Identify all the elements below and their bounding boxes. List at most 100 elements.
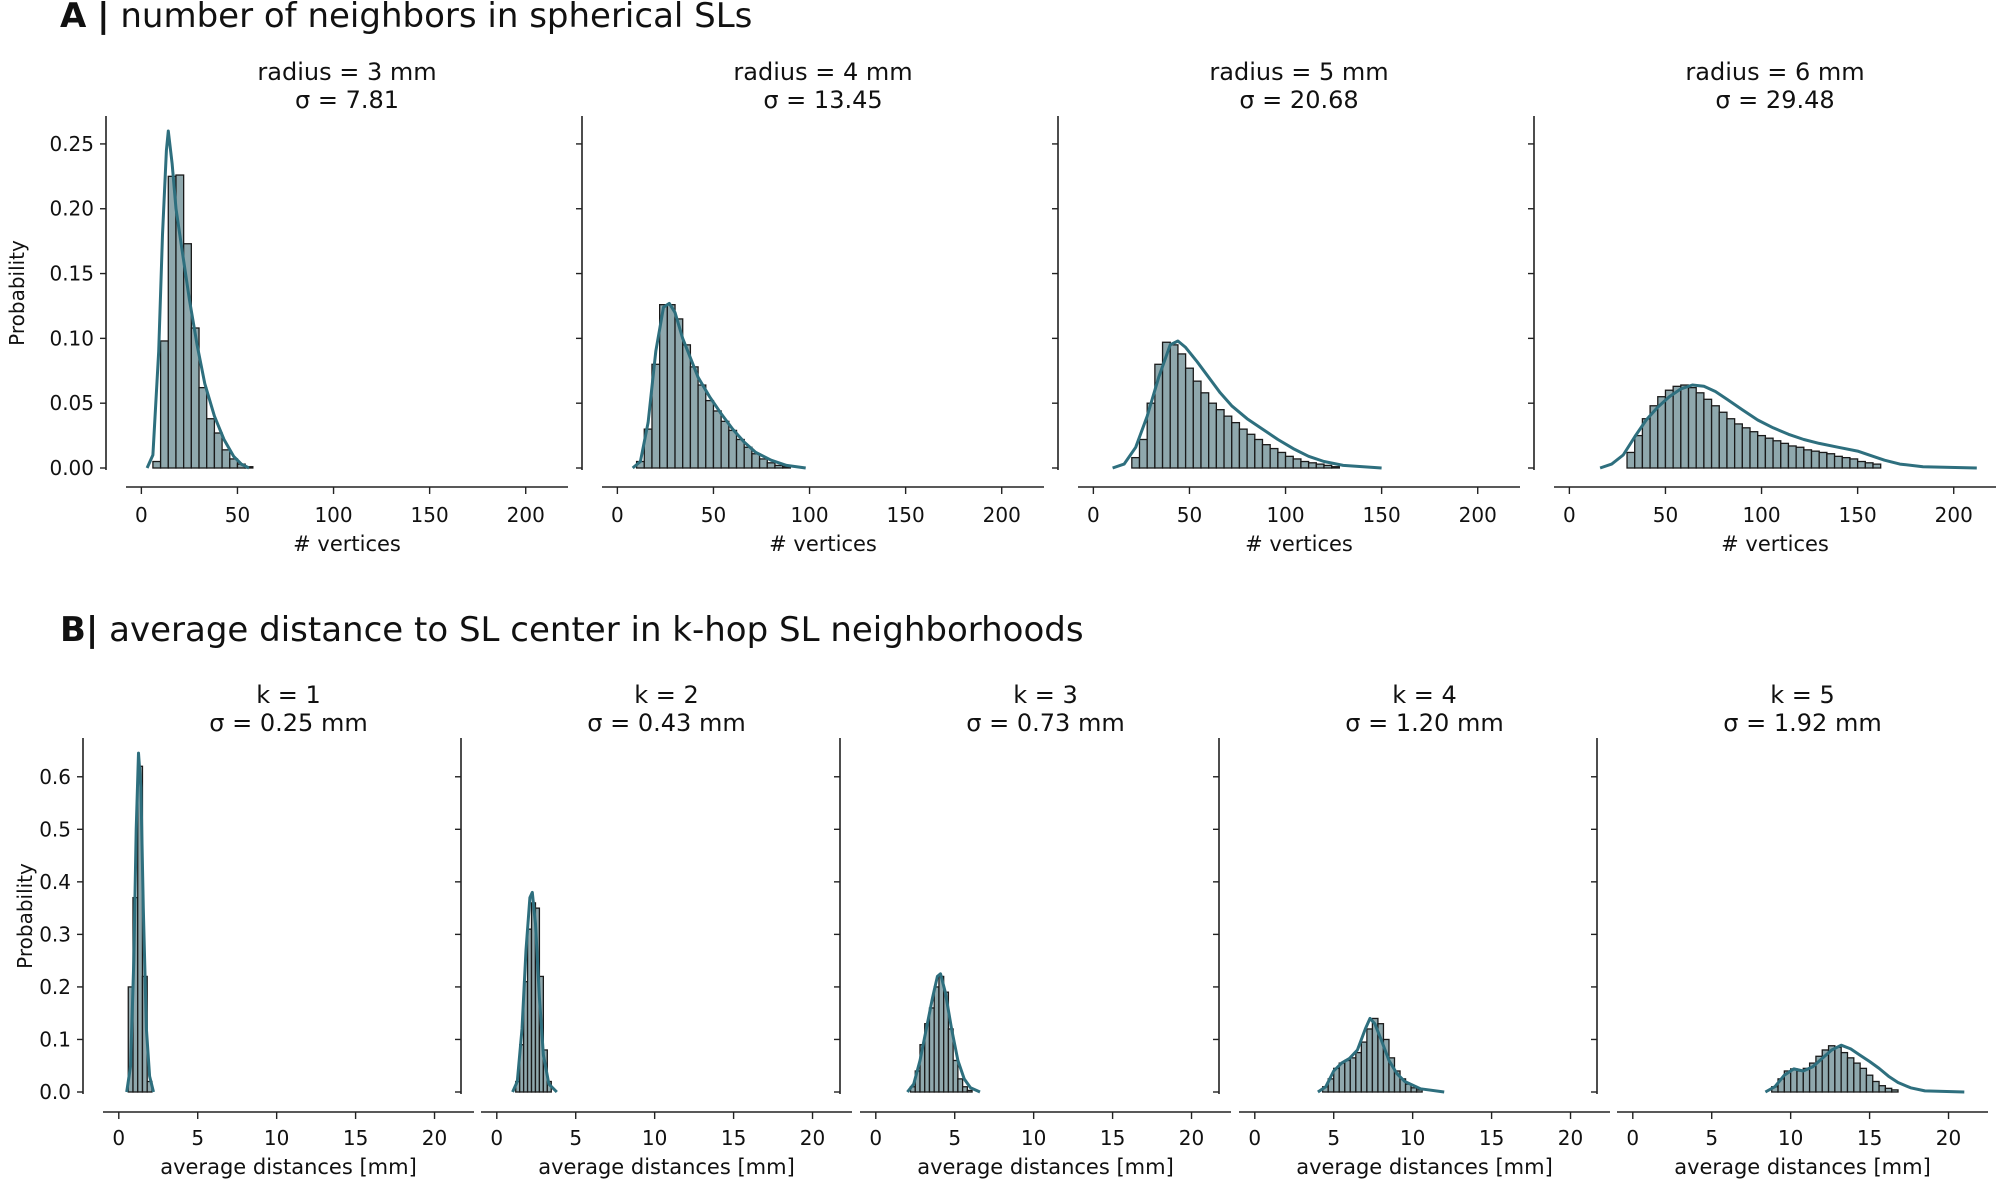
- b5-bar: [1840, 1051, 1849, 1093]
- b5-xtick-label: 0: [1626, 1126, 1639, 1150]
- b1-xtick-label: 10: [264, 1126, 289, 1150]
- b1-ytick-label: 0.4: [39, 870, 71, 894]
- a3-bar: [1238, 428, 1248, 469]
- a1-subtitle-line2: σ = 7.81: [295, 86, 399, 114]
- a4-subtitle-line2: σ = 29.48: [1715, 86, 1834, 114]
- b4-bar: [1415, 1089, 1423, 1093]
- a3-bar: [1223, 415, 1233, 469]
- a4-bar: [1741, 427, 1751, 469]
- a4-bar: [1780, 442, 1790, 469]
- a2-bar: [720, 420, 730, 469]
- b5-bar: [1834, 1046, 1842, 1093]
- a1-bar: [152, 460, 162, 469]
- a2-xtick-label: 100: [790, 503, 828, 527]
- a4-bar: [1710, 405, 1720, 469]
- b4-xtick-label: 20: [1558, 1126, 1583, 1150]
- a1-bar: [198, 386, 208, 469]
- a4-bar: [1726, 418, 1736, 469]
- a3-bar: [1323, 464, 1333, 469]
- a2-bar: [705, 399, 715, 469]
- b5-bar: [1878, 1085, 1887, 1093]
- b2-xlabel: average distances [mm]: [538, 1155, 795, 1179]
- a1-kde-line: [145, 129, 250, 470]
- a4-bar: [1826, 453, 1836, 469]
- a4-bar: [1810, 450, 1820, 469]
- a4-bar: [1703, 398, 1713, 469]
- a1-xlabel: # vertices: [293, 532, 401, 556]
- a2-bar: [728, 429, 738, 469]
- a3-bar: [1307, 462, 1317, 469]
- a4-bar: [1772, 440, 1782, 469]
- a2-bar: [689, 366, 699, 469]
- a3-bar: [1246, 433, 1256, 469]
- b5-bar: [1865, 1074, 1874, 1093]
- b3-kde-line: [906, 972, 981, 1094]
- b1-ytick-label: 0.5: [39, 817, 71, 841]
- a3-bar: [1254, 438, 1264, 469]
- a4-bar: [1856, 460, 1866, 469]
- b1-ytick-label: 0.6: [39, 765, 71, 789]
- panel-b-title-text: average distance to SL center in k-hop S…: [109, 610, 1084, 650]
- a2-bar: [735, 438, 745, 469]
- b4-kde-line: [1317, 1016, 1445, 1094]
- a4-bar: [1634, 434, 1644, 469]
- b2-xtick-label: 20: [800, 1126, 825, 1150]
- b5-bar: [1846, 1057, 1855, 1093]
- a4-bar: [1664, 389, 1674, 469]
- b4-bar: [1360, 1041, 1368, 1093]
- a2-bar: [743, 446, 753, 469]
- a4-kde-line: [1599, 383, 1977, 470]
- b3-bar: [938, 975, 945, 1093]
- b1-xlabel: average distances [mm]: [160, 1155, 417, 1179]
- panel-b-letter: B: [60, 610, 86, 650]
- b1-ytick-label: 0.3: [39, 922, 71, 946]
- a1-xtick-label: 50: [225, 503, 250, 527]
- a3-bar: [1284, 455, 1294, 469]
- b1-xtick-label: 20: [422, 1126, 447, 1150]
- a4-bar: [1818, 451, 1828, 469]
- a4-bar: [1795, 446, 1805, 469]
- a3-bar: [1200, 392, 1210, 469]
- a1-xtick-label: 100: [314, 503, 352, 527]
- b2-xtick-label: 0: [490, 1126, 503, 1150]
- b4-bar: [1338, 1062, 1346, 1093]
- b3-xtick-label: 20: [1179, 1126, 1204, 1150]
- b3-bar: [933, 986, 940, 1093]
- b5-xtick-label: 15: [1857, 1126, 1882, 1150]
- a4-xtick-label: 200: [1935, 503, 1973, 527]
- a4-bar: [1764, 437, 1774, 469]
- b5-subtitle-line1: k = 5: [1770, 681, 1835, 709]
- b4-xtick-label: 0: [1248, 1126, 1261, 1150]
- panel-a-separator: |: [97, 0, 110, 36]
- a4-subtitle-line1: radius = 6 mm: [1685, 58, 1864, 86]
- a1-xtick-label: 0: [135, 503, 148, 527]
- a2-subtitle-line2: σ = 13.45: [763, 86, 882, 114]
- a4-bar: [1849, 458, 1859, 469]
- a4-bar: [1803, 449, 1813, 469]
- b4-subtitle-line2: σ = 1.20 mm: [1345, 709, 1503, 737]
- panel-b-title: B| average distance to SL center in k-ho…: [60, 610, 1084, 650]
- panel-a-title-text: number of neighbors in spherical SLs: [120, 0, 753, 36]
- a4-bar: [1718, 411, 1728, 469]
- a3-xtick-label: 150: [1363, 503, 1401, 527]
- a3-kde-line: [1112, 339, 1382, 470]
- a3-xtick-label: 100: [1266, 503, 1304, 527]
- a3-bar: [1261, 444, 1271, 469]
- a1-xtick-label: 200: [507, 503, 545, 527]
- a3-bar: [1138, 438, 1148, 469]
- a2-bar: [758, 458, 768, 469]
- a3-bar: [1215, 409, 1225, 469]
- a3-bar: [1131, 456, 1141, 469]
- b5-bar: [1796, 1070, 1804, 1093]
- b3-xtick-label: 15: [1100, 1126, 1125, 1150]
- b1-ytick-label: 0.0: [39, 1080, 71, 1104]
- panel-a-title: A | number of neighbors in spherical SLs: [60, 0, 752, 36]
- b1-subtitle-line2: σ = 0.25 mm: [209, 709, 367, 737]
- a4-xtick-label: 0: [1563, 503, 1576, 527]
- b3-bar: [961, 1086, 969, 1093]
- a3-bar: [1169, 344, 1179, 469]
- a3-bar: [1277, 451, 1287, 469]
- a1-ytick-label: 0.15: [49, 262, 94, 286]
- a2-bar: [666, 304, 676, 469]
- a1-bar: [159, 340, 169, 469]
